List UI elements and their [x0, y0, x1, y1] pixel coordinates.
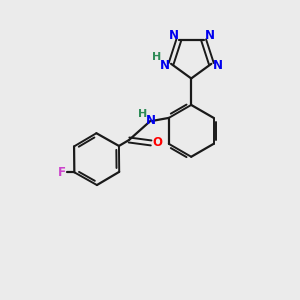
Text: N: N	[205, 29, 215, 42]
Text: F: F	[58, 166, 66, 179]
Text: N: N	[213, 59, 223, 72]
Text: H: H	[152, 52, 162, 62]
Text: H: H	[138, 110, 148, 119]
Text: O: O	[152, 136, 162, 149]
Text: N: N	[146, 114, 155, 127]
Text: N: N	[169, 29, 178, 42]
Text: N: N	[160, 59, 170, 72]
